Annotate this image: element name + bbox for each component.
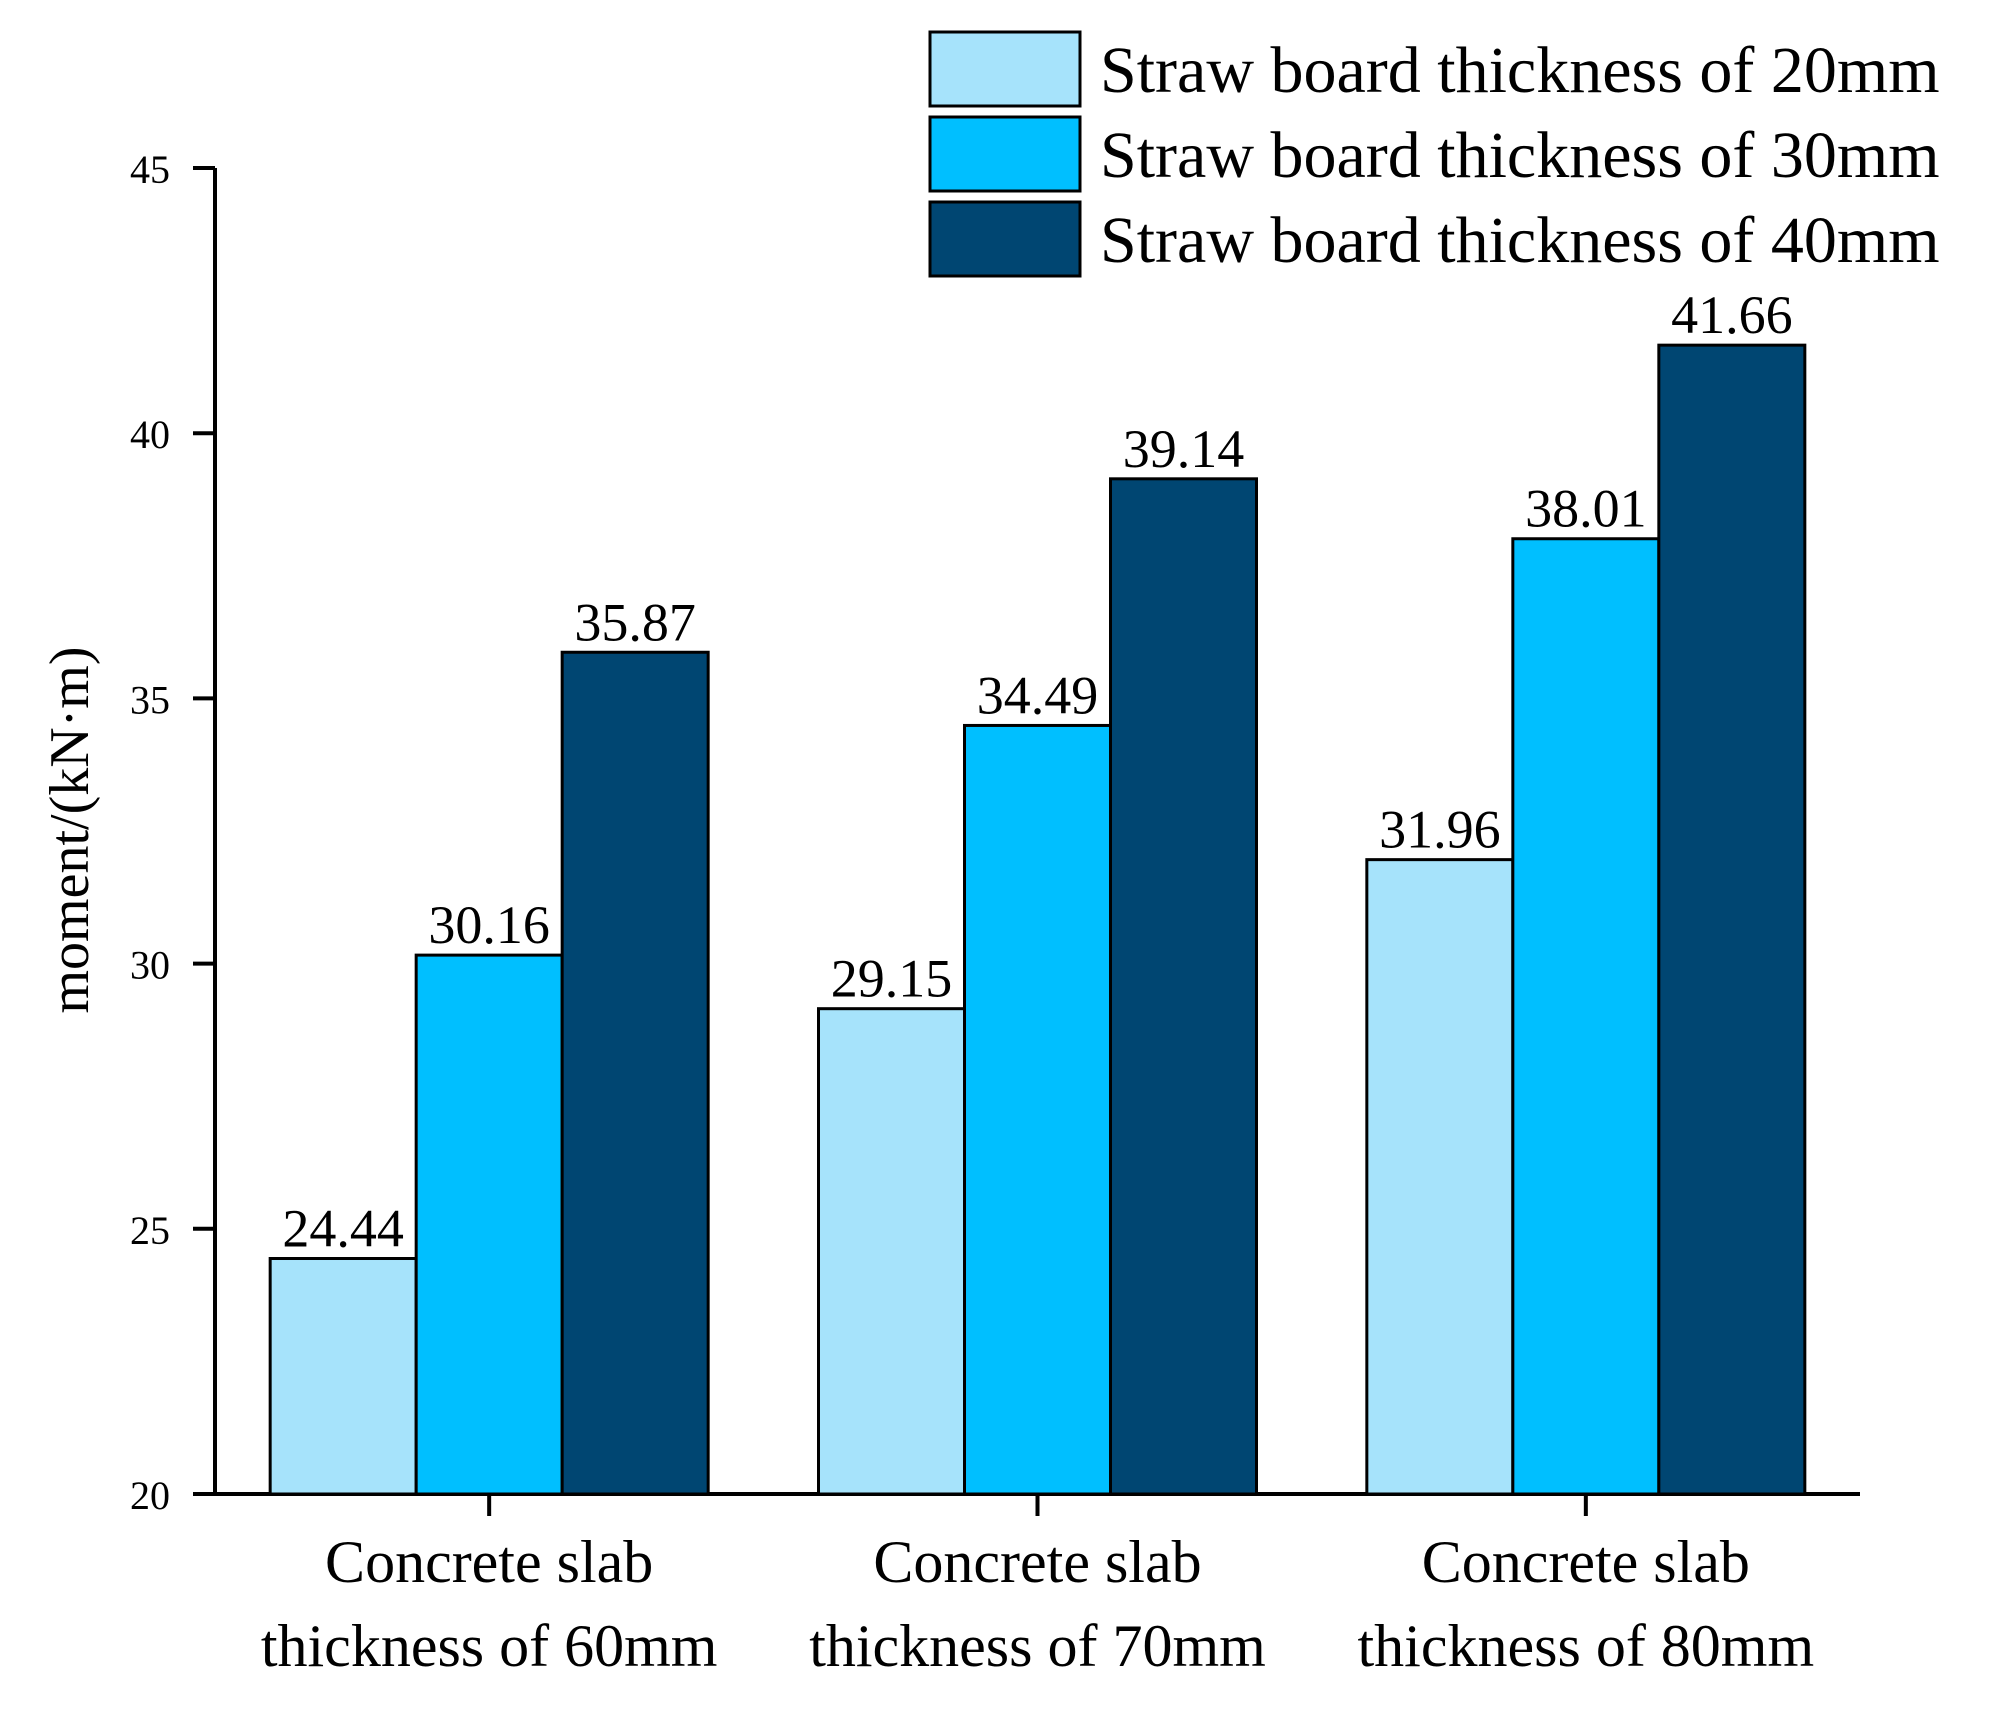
legend-label: Straw board thickness of 30mm	[1100, 119, 1940, 192]
y-ticks: 20 25 30 35 40 45	[130, 147, 215, 1518]
bar-value-label: 29.15	[831, 949, 953, 1009]
bar-value-label: 41.66	[1671, 285, 1793, 345]
bar	[1511, 537, 1661, 1496]
x-ticks: Concrete slab thickness of 60mm Concrete s…	[261, 1494, 1814, 1679]
bar	[560, 650, 710, 1496]
legend-swatch	[928, 115, 1082, 193]
bar	[1109, 477, 1258, 1496]
legend-swatch	[928, 30, 1082, 108]
legend-label: Straw board thickness of 20mm	[1100, 34, 1940, 107]
bar	[1657, 343, 1807, 1496]
x-tick-label: thickness of 70mm	[809, 1613, 1266, 1679]
bar	[963, 723, 1112, 1496]
legend-swatch	[928, 200, 1082, 278]
y-tick-label: 30	[130, 943, 170, 988]
y-tick-label: 45	[130, 147, 170, 192]
bar-value-label: 34.49	[977, 665, 1099, 725]
legend-label: Straw board thickness of 40mm	[1100, 204, 1940, 277]
y-axis-label: moment/(kN·m)	[39, 646, 101, 1013]
y-tick-label: 20	[130, 1473, 170, 1518]
y-tick-label: 40	[130, 412, 170, 457]
bar-value-label: 31.96	[1379, 800, 1501, 860]
bar	[414, 953, 564, 1496]
x-tick-label: Concrete slab	[325, 1529, 653, 1595]
bar-value-label: 38.01	[1525, 479, 1647, 539]
bar-value-label: 39.14	[1123, 419, 1245, 479]
bars: 24.44 30.16 35.87 29.15 34.49 39.14 31.96 38.01…	[268, 285, 1807, 1496]
y-tick-label: 35	[130, 677, 170, 722]
x-tick-label: thickness of 60mm	[261, 1613, 718, 1679]
bar	[817, 1007, 966, 1496]
bar-value-label: 35.87	[574, 592, 696, 652]
y-tick-label: 25	[130, 1208, 170, 1253]
bar-value-label: 24.44	[282, 1199, 404, 1259]
legend: Straw board thickness of 20mm Straw board…	[928, 30, 1940, 278]
bar	[1365, 858, 1515, 1496]
x-tick-label: thickness of 80mm	[1358, 1613, 1815, 1679]
bar-value-label: 30.16	[428, 895, 550, 955]
bar	[268, 1257, 418, 1496]
x-tick-label: Concrete slab	[1422, 1529, 1750, 1595]
x-tick-label: Concrete slab	[873, 1529, 1201, 1595]
